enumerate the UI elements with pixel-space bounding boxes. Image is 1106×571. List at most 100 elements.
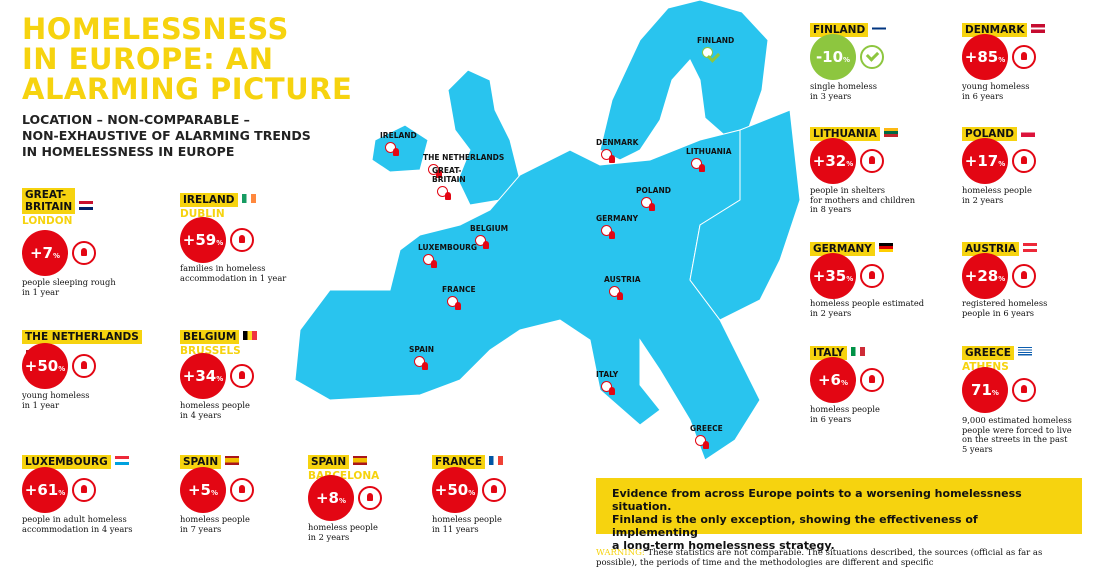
stat-unit: % bbox=[998, 56, 1006, 64]
description-line: on the streets in the past bbox=[962, 434, 1068, 444]
stat-circle: +61% bbox=[22, 467, 68, 513]
flag bbox=[243, 331, 258, 340]
description-line: in 8 years bbox=[810, 204, 852, 214]
description: people in adult homeless accommodation in… bbox=[22, 514, 133, 534]
description: young homeless in 6 years bbox=[962, 81, 1030, 101]
description-line: in 7 years bbox=[180, 523, 222, 534]
country-name: GREAT- bbox=[25, 189, 67, 201]
country-name: LUXEMBOURG bbox=[25, 456, 108, 468]
warning: WARNING: These statistics are not compar… bbox=[596, 548, 1076, 568]
description-line: accommodation in 4 years bbox=[22, 523, 133, 534]
title-line: HOMELESSNESS bbox=[22, 12, 289, 46]
city: DUBLIN bbox=[180, 208, 225, 220]
description: people in shelters for mothers and childr… bbox=[810, 185, 915, 215]
map-label-line: SPAIN bbox=[409, 345, 435, 354]
stat-unit: % bbox=[339, 497, 347, 505]
stat-unit: % bbox=[843, 56, 851, 64]
map-label: FINLAND bbox=[697, 36, 734, 45]
alarm-icon bbox=[860, 264, 884, 288]
stat-circle: +85% bbox=[962, 34, 1008, 80]
description-line: in 2 years bbox=[962, 194, 1004, 205]
country-label: FINLAND bbox=[810, 23, 869, 37]
ireland bbox=[371, 124, 429, 173]
stat-value: +59 bbox=[182, 231, 217, 249]
map-label-line: FRANCE bbox=[442, 285, 476, 294]
stat-circle: +50% bbox=[22, 343, 68, 389]
stat-circle: +34% bbox=[180, 353, 226, 399]
flag bbox=[1023, 243, 1038, 252]
map-label-line: BELGIUM bbox=[470, 224, 509, 233]
map-label-line: GREAT- bbox=[432, 166, 462, 175]
stat-value: +8 bbox=[315, 489, 339, 507]
alarm-icon bbox=[72, 478, 96, 502]
country-name: BRITAIN bbox=[25, 201, 73, 213]
stat-card: FINLAND bbox=[810, 18, 940, 37]
description-line: people sleeping rough bbox=[22, 277, 116, 287]
stat-unit: % bbox=[841, 379, 849, 387]
map-label: GREECE bbox=[690, 424, 723, 433]
flag bbox=[872, 24, 887, 33]
callout: Evidence from across Europe points to a … bbox=[596, 478, 1082, 552]
map-marker bbox=[423, 254, 437, 268]
description-line: in 1 year bbox=[22, 399, 60, 410]
map-label: AUSTRIA bbox=[604, 275, 641, 284]
description-line: people were forced to live bbox=[962, 424, 1072, 435]
country-label: IRELAND bbox=[180, 193, 238, 207]
description: homeless people in 2 years bbox=[962, 185, 1032, 205]
stat-value: +85 bbox=[964, 48, 999, 66]
flag bbox=[489, 456, 504, 465]
map-label-line: LUXEMBOURG bbox=[418, 243, 478, 252]
city: LONDON bbox=[22, 215, 73, 227]
alarm-icon bbox=[72, 354, 96, 378]
map-label: GERMANY bbox=[596, 214, 638, 223]
stat-unit: % bbox=[998, 275, 1006, 283]
map-label-line: IRELAND bbox=[380, 131, 417, 140]
map-marker bbox=[437, 186, 451, 200]
flag bbox=[1031, 24, 1046, 33]
description-line: people in 6 years bbox=[962, 307, 1035, 318]
stat-circle: +50% bbox=[432, 467, 478, 513]
country-name: FRANCE bbox=[435, 456, 483, 468]
alarm-icon bbox=[72, 241, 96, 265]
description-line: young homeless bbox=[22, 390, 90, 400]
country-label: BELGIUM bbox=[180, 330, 240, 344]
map-label-line: THE NETHERLANDS bbox=[423, 153, 505, 162]
flag bbox=[1017, 347, 1032, 356]
description: homeless people estimated in 2 years bbox=[810, 298, 924, 318]
title-line: ALARMING PICTURE bbox=[22, 72, 353, 106]
description-line: homeless people bbox=[180, 514, 250, 524]
callout-line: Finland is the only exception, showing t… bbox=[612, 513, 978, 539]
country-name: BELGIUM bbox=[183, 331, 237, 343]
map-label-line: BRITAIN bbox=[432, 175, 466, 184]
country-name: GREECE bbox=[965, 347, 1011, 359]
alarm-icon bbox=[230, 364, 254, 388]
stat-card: SPAIN bbox=[180, 450, 310, 469]
description: homeless people in 11 years bbox=[432, 514, 502, 534]
map-marker bbox=[385, 142, 399, 156]
description-line: in 2 years bbox=[308, 531, 350, 542]
stat-value: +28 bbox=[964, 267, 999, 285]
stat-circle: +32% bbox=[810, 138, 856, 184]
stat-value: +7 bbox=[29, 244, 53, 262]
description-line: homeless people bbox=[308, 522, 378, 532]
stat-circle: -10% bbox=[810, 34, 856, 80]
country-name: GERMANY bbox=[813, 243, 872, 255]
map-label: THE NETHERLANDS bbox=[423, 153, 504, 162]
description-line: people in shelters bbox=[810, 185, 885, 195]
map-label: POLAND bbox=[636, 186, 671, 195]
description: homeless people in 2 years bbox=[308, 522, 378, 542]
description: homeless people in 7 years bbox=[180, 514, 250, 534]
map-label-line: GERMANY bbox=[596, 214, 639, 223]
map-label: SPAIN bbox=[409, 345, 434, 354]
description-line: accommodation in 1 year bbox=[180, 272, 287, 283]
warning-text: These statistics are not comparable. The… bbox=[596, 548, 1043, 568]
subtitle: LOCATION – NON-COMPARABLE – NON-EXHAUSTIV… bbox=[22, 112, 311, 160]
stat-card: DENMARK bbox=[962, 18, 1092, 37]
description-line: 5 years bbox=[962, 443, 993, 454]
stat-circle: +59% bbox=[180, 217, 226, 263]
country-name: POLAND bbox=[965, 128, 1014, 140]
country-label: GERMANY bbox=[810, 242, 875, 256]
description-line: homeless people bbox=[962, 185, 1032, 195]
map-label-line: POLAND bbox=[636, 186, 671, 195]
